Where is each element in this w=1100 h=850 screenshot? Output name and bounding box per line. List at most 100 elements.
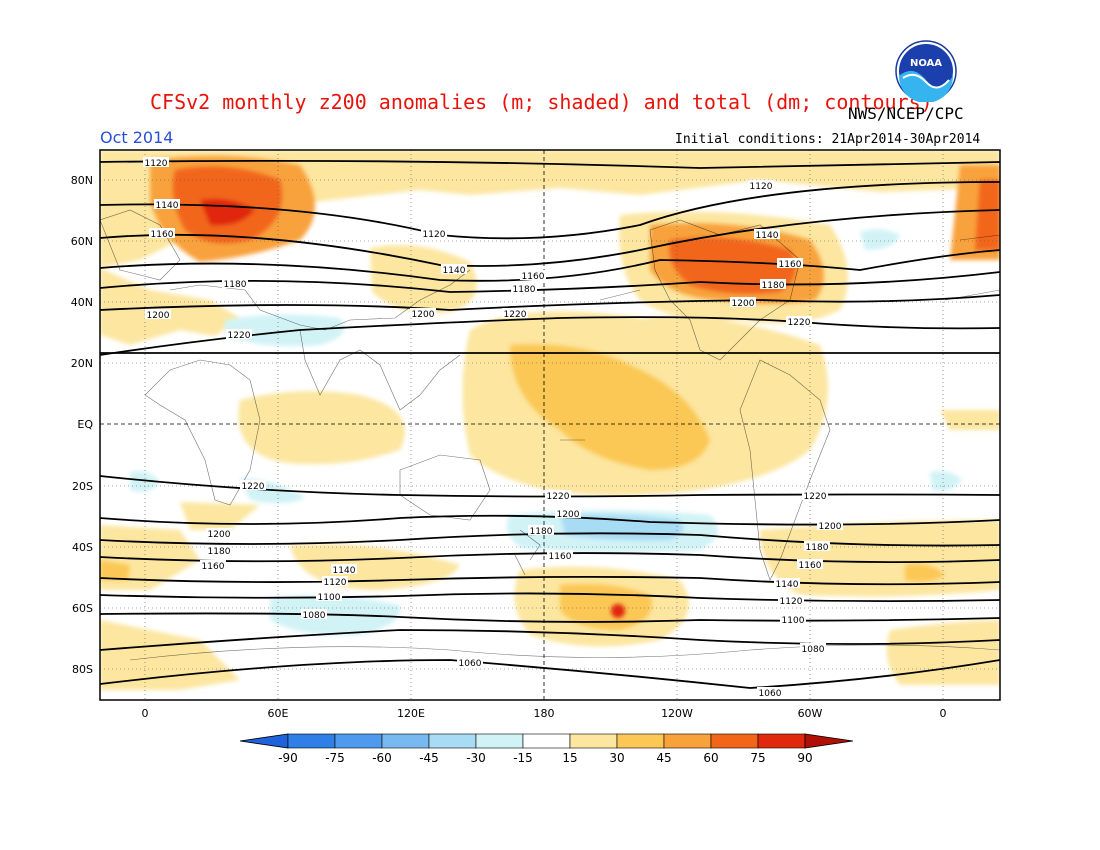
equator-dateline [100,150,1000,700]
colorbar-label: -90 [278,751,298,765]
contour-label: 1200 [145,309,171,321]
lon-label: 60W [798,707,823,720]
svg-text:1080: 1080 [802,645,825,655]
contour-label: 1180 [804,541,830,553]
svg-text:1220: 1220 [547,492,570,502]
lon-label: 120E [397,707,425,720]
svg-text:1180: 1180 [762,281,785,291]
colorbar: -90 -75 -60 -45 -30 -15 15 30 45 60 75 90 [239,733,854,765]
lat-label: 60S [72,602,93,615]
svg-text:1220: 1220 [804,492,827,502]
colorbar-label: 75 [750,751,765,765]
contour-label: 1120 [421,228,447,240]
colorbar-segment [569,733,618,749]
colorbar-segment [287,733,336,749]
noaa-logo: NOAA [895,40,957,102]
contour-label: 1220 [802,490,828,502]
colorbar-label: -45 [419,751,439,765]
colorbar-segment [710,733,759,749]
colorbar-segment [381,733,430,749]
map-field: 1120 1140 1160 1180 1200 1220 1120 1140 … [100,150,1000,700]
svg-text:1220: 1220 [788,318,811,328]
svg-text:1160: 1160 [779,260,802,270]
svg-text:1180: 1180 [208,547,231,557]
svg-text:1080: 1080 [303,611,326,621]
contour-label: 1160 [547,550,573,562]
lon-label: 60E [268,707,289,720]
colorbar-label: -30 [466,751,486,765]
colorbar-label: 45 [656,751,671,765]
latitude-labels: 80N 60N 40N 20N EQ 20S 40S 60S 80S [71,174,94,676]
contour-label: 1220 [545,490,571,502]
lat-label: 40N [71,296,93,309]
contour-label: 1080 [800,643,826,655]
colorbar-segment [757,733,806,749]
colorbar-segment [428,733,477,749]
lat-label: 40S [72,541,93,554]
contour-label: 1120 [748,180,774,192]
initial-conditions: Initial conditions: 21Apr2014-30Apr2014 [675,132,981,147]
svg-text:1060: 1060 [459,659,482,669]
lon-label: 0 [142,707,149,720]
svg-text:1200: 1200 [557,510,580,520]
svg-text:1200: 1200 [819,522,842,532]
svg-text:1160: 1160 [799,561,822,571]
svg-text:1180: 1180 [530,527,553,537]
contour-label: 1160 [797,559,823,571]
map-frame [99,149,1001,701]
colorbar-label: -60 [372,751,392,765]
contour-label: 1060 [457,657,483,669]
height-contours [100,159,1000,689]
colorbar-segment [475,733,524,749]
svg-text:1200: 1200 [208,530,231,540]
svg-text:1220: 1220 [504,310,527,320]
svg-text:1160: 1160 [549,552,572,562]
colorbar-label: 90 [797,751,812,765]
contour-label: 1160 [200,560,226,572]
colorbar-segment [334,733,383,749]
svg-text:1120: 1120 [145,159,168,169]
contour-label: 1200 [730,297,756,309]
longitude-labels: 0 60E 120E 180 120W 60W 0 [142,707,947,720]
svg-text:1160: 1160 [202,562,225,572]
contour-label: 1060 [757,687,783,699]
contour-label: 1140 [441,264,467,276]
colorbar-arrow-low [239,733,289,749]
contour-label: 1160 [149,228,175,240]
lon-label: 0 [940,707,947,720]
svg-text:1140: 1140 [333,566,356,576]
contour-label: 1100 [780,614,806,626]
svg-text:1140: 1140 [443,266,466,276]
svg-text:1200: 1200 [732,299,755,309]
colorbar-segment [522,733,571,749]
contour-label: 1180 [511,283,537,295]
contour-label: 1220 [240,480,266,492]
svg-text:1100: 1100 [782,616,805,626]
contour-label: 1140 [754,229,780,241]
contour-label: 1200 [817,520,843,532]
colorbar-segment [663,733,712,749]
logo-text: NOAA [910,58,942,69]
lat-label: 20S [72,480,93,493]
contour-label: 1220 [786,316,812,328]
svg-text:1100: 1100 [318,593,341,603]
contour-label: 1200 [410,308,436,320]
contour-label: 1080 [301,609,327,621]
colorbar-label: -75 [325,751,345,765]
contour-label: 1100 [316,591,342,603]
contour-label: 1160 [777,258,803,270]
svg-text:1060: 1060 [759,689,782,699]
contour-label: 1220 [502,308,528,320]
contour-label: 1200 [555,508,581,520]
svg-text:1140: 1140 [156,201,179,211]
lat-label: EQ [77,418,93,431]
svg-text:1220: 1220 [242,482,265,492]
svg-text:1140: 1140 [776,580,799,590]
colorbar-label: 30 [609,751,624,765]
contour-label: 1140 [774,578,800,590]
colorbar-label: -15 [513,751,533,765]
contour-label: 1180 [528,525,554,537]
colorbar-label: 60 [703,751,718,765]
contour-label: 1140 [154,199,180,211]
svg-text:1140: 1140 [756,231,779,241]
